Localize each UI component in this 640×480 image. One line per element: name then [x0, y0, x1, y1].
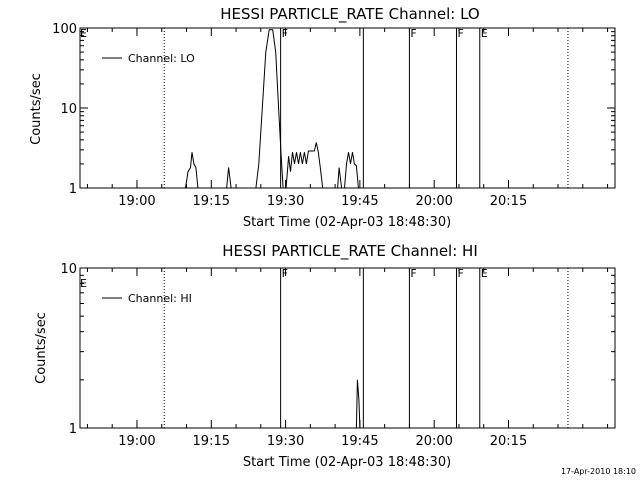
hi-x-tick-label: 19:00: [118, 434, 155, 449]
hi-flag-label: F: [457, 267, 463, 280]
hi-legend-label: Channel: HI: [128, 292, 192, 305]
lo-flag-label: F: [410, 27, 416, 40]
hi-x-tick-label: 20:15: [490, 434, 527, 449]
lo-x-tick-label: 19:00: [118, 194, 155, 209]
lo-y-tick-label: 1: [69, 182, 77, 197]
hi-x-tick-label: 19:45: [341, 434, 378, 449]
lo-x-tick-label: 19:45: [341, 194, 378, 209]
lo-y-tick-label: 10: [60, 102, 77, 117]
print-timestamp: 17-Apr-2010 18:10: [561, 467, 636, 476]
lo-series-line: [185, 29, 359, 189]
lo-chart-title: HESSI PARTICLE_RATE Channel: LO: [220, 5, 479, 24]
hi-flag-label: F: [410, 267, 416, 280]
hi-y-tick-label: 1: [69, 422, 77, 437]
lo-flag-label: F: [457, 27, 463, 40]
hi-y-axis-label: Counts/sec: [34, 312, 49, 384]
lo-x-tick-label: 20:00: [415, 194, 452, 209]
lo-start-flag-label: E: [80, 27, 87, 40]
lo-legend-label: Channel: LO: [128, 52, 195, 65]
lo-x-tick-label: 19:15: [193, 194, 230, 209]
lo-y-axis-label: Counts/sec: [29, 73, 44, 145]
hi-channel-panel: HESSI PARTICLE_RATE Channel: HI Start Ti…: [34, 242, 616, 470]
hi-flag-label: F: [282, 267, 288, 280]
hi-chart-title: HESSI PARTICLE_RATE Channel: HI: [222, 242, 478, 261]
hi-series-line: [355, 379, 361, 429]
hi-plot-frame: [79, 267, 616, 429]
lo-x-tick-label: 20:15: [490, 194, 527, 209]
hi-x-tick-label: 19:30: [267, 434, 304, 449]
lo-flag-label: F: [282, 27, 288, 40]
hi-x-tick-label: 19:15: [193, 434, 230, 449]
lo-flag-label: E: [481, 27, 488, 40]
lo-channel-panel: HESSI PARTICLE_RATE Channel: LO Start Ti…: [29, 5, 616, 230]
hi-flag-label: E: [481, 267, 488, 280]
lo-x-tick-label: 19:30: [267, 194, 304, 209]
lo-x-axis-label: Start Time (02-Apr-03 18:48:30): [243, 215, 451, 230]
hi-y-tick-label: 10: [60, 262, 77, 277]
hi-x-tick-label: 20:00: [415, 434, 452, 449]
hi-x-axis-label: Start Time (02-Apr-03 18:48:30): [243, 455, 451, 470]
lo-y-tick-label: 100: [52, 22, 77, 37]
